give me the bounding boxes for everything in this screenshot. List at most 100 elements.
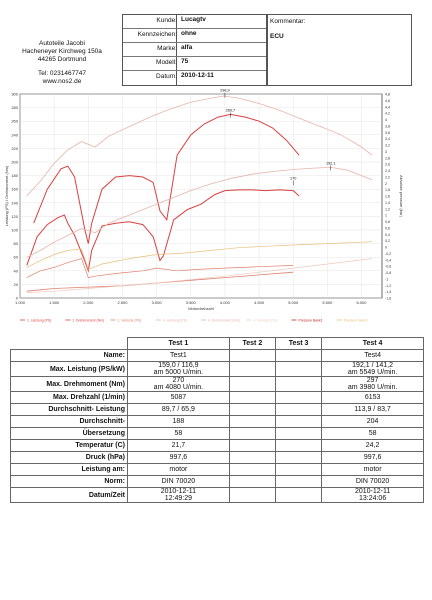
table-row: Leistung am: motor motor (10, 463, 424, 476)
table-row: Norm: DIN 70020 DIN 70020 (10, 475, 424, 488)
table-cell (228, 415, 276, 428)
company-address: Autoteile Jacobi Hacheneyer Kirchweg 150… (6, 40, 118, 86)
y2-tick-label: 4,6 (385, 99, 390, 103)
y-tick-label: 80 (14, 241, 19, 246)
y2-tick-label: 2,6 (385, 163, 390, 167)
table-row: Max. Leistung (PS/kW) 159,0 / 116,9 am 500… (10, 361, 424, 377)
x-tick-label: 1.000 (15, 300, 26, 305)
table-cell: 188 (127, 415, 230, 428)
legend-label: 4. Drehmoment (Nm) (208, 318, 240, 322)
row-label: Max. Drehzahl (1/min) (10, 391, 128, 404)
y2-tick-label: -1,4 (385, 290, 391, 294)
field-label: Kennzeichen: (137, 31, 177, 38)
table-cell: 159,0 / 116,9 am 5000 U/min. (127, 361, 230, 377)
table-row: Durchschnitt- 188 204 (10, 415, 424, 428)
y2-tick-label: -0,6 (385, 265, 391, 269)
table-cell (274, 463, 323, 476)
field-label: Kunde: (156, 17, 177, 24)
legend-label: Pressure Bank1 (299, 318, 323, 322)
field-value: 2010-12-11 (181, 72, 214, 79)
divider (176, 15, 177, 85)
table-cell (274, 487, 323, 503)
row-label: Datum/Zeit (10, 487, 128, 503)
y2-tick-label: -1,2 (385, 284, 391, 288)
table-cell (228, 451, 276, 464)
comment-box: Kommentar: ECU (266, 14, 412, 86)
row-label: Name: (10, 349, 128, 362)
series-line (26, 258, 294, 279)
field-modell: Modell: 75 (123, 57, 267, 71)
annotation-label: 192,1 (326, 161, 336, 165)
legend-label: 1. Verluste (PS) (118, 318, 142, 322)
x-axis-label: Motordrehzahl (188, 306, 214, 311)
table-cell (228, 361, 276, 377)
company-line: Hacheneyer Kirchweg 150a (22, 48, 102, 55)
y2-tick-label: 0 (385, 246, 387, 250)
table-row: Durchschnitt- Leistung 89,7 / 65,9 113,9 /… (10, 403, 424, 416)
table-cell: DIN 70020 (321, 475, 424, 488)
table-cell (228, 349, 276, 362)
field-label: Datum: (156, 73, 177, 80)
table-cell (274, 376, 323, 392)
y2-tick-label: 4 (385, 118, 387, 122)
table-cell: 997,6 (127, 451, 230, 464)
field-label: Modell: (156, 59, 177, 66)
y2-tick-label: -1 (385, 277, 388, 281)
y2-tick-label: 2 (385, 182, 387, 186)
y-tick-label: 60 (14, 255, 19, 260)
table-cell (228, 439, 276, 452)
y-tick-label: 40 (14, 268, 19, 273)
y2-tick-label: 3,6 (385, 131, 390, 135)
row-label: Max. Leistung (PS/kW) (10, 361, 128, 377)
x-tick-label: 2.000 (83, 300, 94, 305)
row-label: Durchschnitt- (10, 415, 128, 428)
company-website: www.nos2.de (42, 78, 82, 85)
vehicle-info-box: Kunde: Lucagtv Kennzeichen: ohne Marke: … (122, 14, 268, 86)
comment-label: Kommentar: (270, 18, 306, 25)
field-value: Lucagtv (181, 16, 206, 23)
table-row: Druck (hPa) 997,6 997,6 (10, 451, 424, 464)
table-cell: Test1 (127, 349, 230, 362)
y2-tick-label: 4,8 (385, 93, 390, 97)
table-cell (228, 475, 276, 488)
y2-tick-label: 4,2 (385, 112, 390, 116)
series-line (26, 241, 373, 270)
y2-tick-label: 4,4 (385, 105, 390, 109)
table-cell: Test4 (321, 349, 424, 362)
table-cell (228, 391, 276, 404)
table-cell: 113,9 / 83,7 (321, 403, 424, 416)
y2-tick-label: 1,4 (385, 201, 390, 205)
y2-tick-label: 0,4 (385, 233, 390, 237)
series-line (26, 189, 300, 273)
table-cell: 270 am 4080 U/min. (127, 376, 230, 392)
comment-value: ECU (270, 33, 284, 40)
x-tick-label: 4.500 (254, 300, 265, 305)
table-header-cell: Test 2 (228, 337, 276, 350)
y2-tick-label: 1,8 (385, 188, 390, 192)
y-tick-label: 300 (11, 92, 18, 97)
table-row: Übersetzung 58 58 (10, 427, 424, 440)
y-tick-label: 0 (16, 296, 19, 301)
y2-tick-label: 0,8 (385, 220, 390, 224)
table-row: Temperatur (C) 21,7 24,2 (10, 439, 424, 452)
table-cell (274, 451, 323, 464)
y-tick-label: 200 (11, 160, 18, 165)
table-header-cell: Test 1 (127, 337, 230, 350)
y2-tick-label: 2,2 (385, 175, 390, 179)
x-tick-label: 3.000 (152, 300, 163, 305)
y-tick-label: 240 (11, 132, 18, 137)
annotation-label: 170 (290, 176, 296, 180)
y2-tick-label: 3,8 (385, 124, 390, 128)
table-cell (274, 361, 323, 377)
x-tick-label: 2.500 (117, 300, 128, 305)
field-kennzeichen: Kennzeichen: ohne (123, 29, 267, 43)
legend-label: 1. Leistung (PS) (27, 318, 51, 322)
y2-tick-label: 0,2 (385, 239, 390, 243)
legend-label: 1. Drehmoment (Nm) (72, 318, 104, 322)
y2-tick-label: -1,6 (385, 297, 391, 301)
table-cell (228, 403, 276, 416)
field-kunde: Kunde: Lucagtv (123, 15, 267, 29)
y2-axis-label: Absolute pressure (bar) (399, 175, 404, 217)
table-cell: 204 (321, 415, 424, 428)
y2-tick-label: 1,2 (385, 207, 390, 211)
